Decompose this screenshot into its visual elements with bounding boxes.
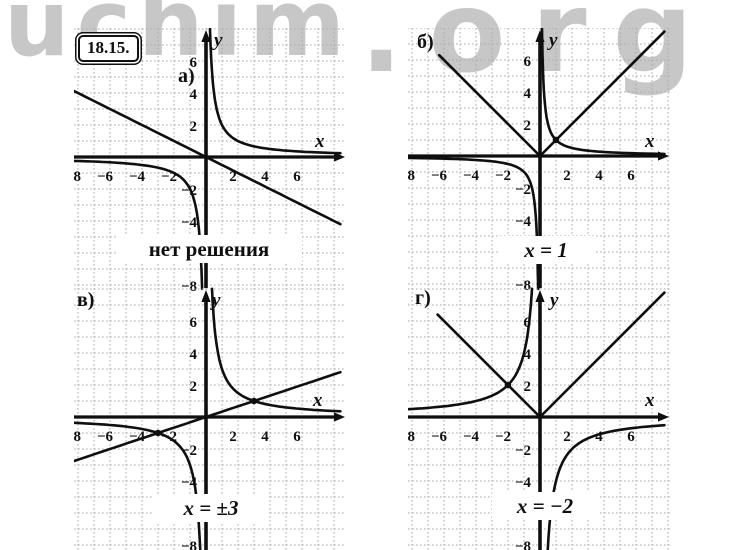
y-tick-label: 2 [190, 379, 198, 395]
x-tick-label: −4 [463, 168, 480, 184]
intersection-dot [504, 381, 512, 389]
x-tick-label: 2 [229, 429, 237, 445]
y-tick-label: 6 [190, 315, 198, 331]
y-tick-label: 2 [190, 119, 198, 135]
x-tick-label: 4 [261, 429, 269, 445]
x-tick-label: −6 [97, 169, 114, 185]
problem-number-box: 18.15. [78, 35, 139, 62]
x-tick-label: −2 [495, 429, 511, 445]
y-tick-label: 4 [524, 347, 532, 363]
intersection-dot [250, 397, 258, 405]
y-tick-label: −8 [181, 539, 197, 550]
x-axis-label-a: x [315, 131, 325, 152]
x-tick-label: −6 [431, 168, 448, 184]
y-axis-arrow [535, 290, 545, 302]
problem-number: 18.15. [87, 38, 130, 57]
x-tick-label: 2 [563, 168, 571, 184]
y-tick-label: 4 [190, 87, 198, 103]
curve-y = |x|-right [538, 30, 666, 158]
y-axis-label-v: y [212, 290, 221, 311]
y-axis-label-g: y [550, 290, 559, 311]
intersection-dot [154, 429, 162, 437]
x-tick-label: −8 [74, 429, 81, 445]
curve-y = |x|-left [436, 313, 542, 419]
panel-label-v: в) [77, 289, 95, 311]
x-axis-arrow [334, 152, 345, 162]
y-tick-label: −2 [515, 182, 531, 198]
curve-y = |x|-right [538, 291, 666, 419]
intersection-dot [552, 136, 560, 144]
x-tick-label: 6 [627, 168, 635, 184]
x-tick-label: 6 [293, 169, 301, 185]
y-tick-label: 4 [190, 347, 198, 363]
curve-y = 2/x-neg [74, 159, 204, 291]
x-tick-label: 4 [595, 429, 603, 445]
right-graph-column: −8 −6 −4 −2 2 4 6 6 4 2 −2 −4 −8 −8 −6 −4 −2 2 4 6 6 4 2 −2 −4 −8 [408, 28, 670, 550]
curve-y = 2/x-pos [208, 28, 342, 155]
y-tick-label: −4 [515, 214, 532, 230]
x-tick-label: 6 [293, 429, 301, 445]
x-tick-label: 4 [595, 168, 603, 184]
y-tick-label: −8 [515, 278, 531, 294]
x-tick-label: 4 [261, 169, 269, 185]
x-tick-label: 6 [627, 429, 635, 445]
x-tick-label: −8 [408, 168, 415, 184]
answer-v: x = ±3 [154, 494, 268, 522]
panel-label-g: г) [415, 287, 431, 309]
x-axis-arrow [658, 412, 669, 422]
y-tick-label: 6 [524, 315, 532, 331]
answer-g: x = −2 [492, 492, 598, 520]
curve-y = −x/2 [74, 89, 342, 226]
y-tick-label: 4 [524, 86, 532, 102]
y-axis-label-a: y [214, 30, 223, 51]
x-tick-label: 2 [563, 429, 571, 445]
curve-y = 3/x-pos [210, 287, 342, 413]
x-tick-label: 2 [229, 169, 237, 185]
x-tick-label: −6 [97, 429, 114, 445]
answer-b: x = 1 [498, 236, 594, 264]
x-tick-label: −4 [129, 169, 146, 185]
curve-y = 1/x-neg [408, 156, 540, 291]
x-axis-label-g: x [645, 390, 655, 411]
y-axis-label-b: y [549, 30, 558, 51]
x-tick-label: −2 [495, 168, 511, 184]
x-tick-label: −8 [408, 429, 415, 445]
curve-y = x/3 [74, 370, 342, 463]
y-tick-label: −2 [515, 443, 531, 459]
x-axis-label-v: x [313, 390, 323, 411]
y-tick-label: −4 [181, 215, 198, 231]
x-axis-arrow [334, 412, 345, 422]
x-axis-label-b: x [645, 131, 655, 152]
y-tick-label: −4 [515, 475, 532, 491]
y-tick-label: 2 [524, 118, 532, 134]
x-tick-label: −6 [431, 429, 448, 445]
x-tick-label: −4 [463, 429, 480, 445]
y-tick-label: 2 [524, 379, 532, 395]
panel-label-a: а) [178, 65, 195, 87]
y-tick-label: −8 [515, 539, 531, 550]
panel-label-b: б) [417, 31, 434, 53]
y-tick-label: 6 [190, 55, 198, 71]
y-axis-arrow [201, 30, 211, 42]
y-tick-label: −8 [181, 279, 197, 295]
answer-a: нет решения [116, 235, 302, 263]
x-tick-label: −8 [74, 169, 81, 185]
y-axis-arrow [201, 290, 211, 302]
y-tick-label: 6 [524, 54, 532, 70]
curve-y = |x|-left [437, 53, 542, 158]
